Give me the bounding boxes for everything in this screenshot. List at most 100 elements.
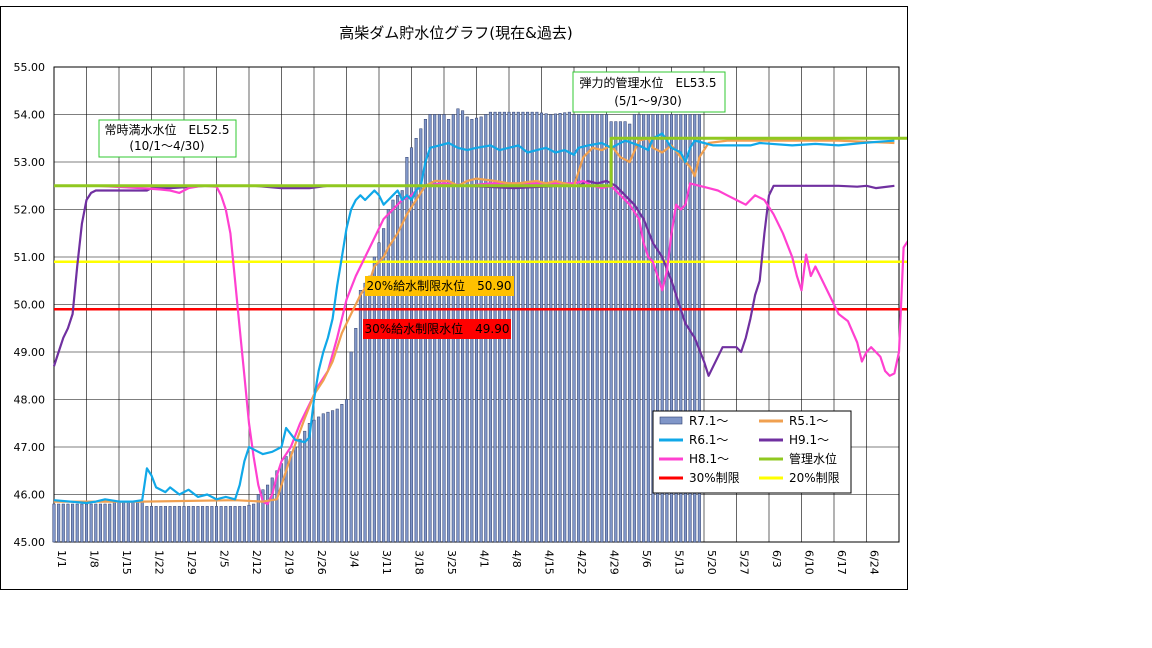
r7-bar bbox=[66, 503, 70, 543]
x-tick-label: 4/15 bbox=[543, 550, 556, 575]
r7-bar bbox=[94, 503, 98, 543]
r7-bar bbox=[618, 121, 622, 543]
r7-bar bbox=[191, 506, 195, 543]
r7-bar bbox=[266, 484, 270, 543]
r7-bar bbox=[61, 503, 65, 543]
r7-bar bbox=[80, 503, 84, 543]
r7-bar bbox=[377, 242, 381, 543]
r7-bar bbox=[163, 506, 167, 543]
r7-bar bbox=[252, 503, 256, 543]
legend-swatch-bar bbox=[659, 416, 683, 425]
note-flexible: 弾力的管理水位 EL53.5 (5/1～9/30) bbox=[572, 71, 726, 113]
r7-bar bbox=[312, 419, 316, 543]
r7-bar bbox=[303, 430, 307, 543]
r7-bar bbox=[591, 114, 595, 543]
r7-bar bbox=[321, 413, 325, 543]
r7-bar bbox=[187, 506, 191, 543]
x-tick-label: 6/3 bbox=[770, 550, 783, 568]
series-line-3 bbox=[52, 179, 895, 377]
r7-bar bbox=[656, 114, 660, 543]
r7-bar bbox=[368, 275, 372, 543]
x-tick-label: 3/11 bbox=[380, 550, 393, 575]
y-axis-labels: 45.00 46.00 47.00 48.00 49.00 50.00 51.00 52.00… bbox=[14, 61, 46, 549]
r7-bar bbox=[604, 114, 609, 543]
legend-label: H8.1～ bbox=[689, 452, 729, 466]
note-normal-full-line2: (10/1～4/30) bbox=[129, 139, 204, 153]
note-flexible-line1: 弾力的管理水位 EL53.5 bbox=[580, 75, 717, 90]
x-tick-label: 2/26 bbox=[315, 550, 328, 575]
series-line-5 bbox=[54, 136, 907, 188]
r7-bar bbox=[75, 503, 79, 543]
series-line-1 bbox=[54, 137, 895, 503]
x-tick-label: 6/24 bbox=[868, 550, 881, 575]
r7-bar bbox=[535, 111, 539, 543]
legend-label: R5.1～ bbox=[789, 414, 828, 428]
r7-bar bbox=[396, 195, 400, 543]
r7-bar bbox=[674, 114, 678, 543]
note-limit20-text: 20%給水制限水位 50.90 bbox=[366, 278, 511, 293]
r7-bar bbox=[563, 112, 567, 543]
x-tick-label: 4/8 bbox=[510, 550, 523, 568]
legend-label: 管理水位 bbox=[789, 451, 837, 466]
r7-bar bbox=[112, 501, 116, 543]
x-tick-label: 5/27 bbox=[738, 550, 751, 575]
x-tick-label: 6/17 bbox=[835, 550, 848, 575]
r7-bar bbox=[52, 503, 56, 543]
x-tick-label: 1/15 bbox=[120, 550, 133, 575]
r7-bar bbox=[544, 113, 548, 543]
r7-bar bbox=[182, 506, 186, 543]
r7-bar bbox=[149, 506, 154, 543]
r7-bar bbox=[344, 399, 349, 543]
r7-bar bbox=[224, 506, 228, 543]
r7-bar bbox=[228, 506, 232, 543]
r7-bar bbox=[331, 410, 335, 543]
r7-bar bbox=[539, 112, 544, 543]
r7-bar bbox=[382, 228, 386, 543]
y-tick-label: 48.00 bbox=[14, 394, 46, 407]
r7-bar bbox=[512, 111, 516, 543]
r7-bar bbox=[660, 114, 664, 543]
x-tick-label: 5/20 bbox=[705, 550, 718, 575]
r7-bar bbox=[553, 113, 557, 543]
x-tick-label: 2/12 bbox=[250, 550, 263, 575]
x-tick-label: 2/5 bbox=[218, 550, 231, 568]
r7-bar bbox=[572, 114, 576, 543]
r7-bar bbox=[400, 190, 404, 543]
r7-bar bbox=[177, 506, 181, 543]
r7-bar bbox=[98, 503, 102, 543]
r7-bar bbox=[57, 503, 61, 543]
r7-bar bbox=[159, 506, 163, 543]
r7-bar bbox=[558, 113, 562, 543]
r7-bar bbox=[577, 114, 581, 543]
x-tick-label: 1/1 bbox=[55, 550, 68, 568]
x-tick-label: 2/19 bbox=[283, 550, 296, 575]
x-axis-labels: 1/1 1/8 1/15 1/22 1/29 2/5 2/12 2/19 2/26 3/4 3/11… bbox=[55, 550, 881, 575]
x-tick-label: 1/22 bbox=[153, 550, 166, 575]
x-tick-label: 6/10 bbox=[803, 550, 816, 575]
r7-bar bbox=[414, 138, 418, 543]
r7-bar bbox=[600, 114, 604, 543]
x-tick-label: 1/8 bbox=[88, 550, 101, 568]
r7-bar bbox=[628, 123, 632, 543]
r7-bar bbox=[238, 506, 242, 543]
r7-bar bbox=[595, 114, 599, 543]
r7-bar bbox=[372, 256, 376, 543]
r7-bar bbox=[391, 199, 395, 543]
y-tick-label: 46.00 bbox=[14, 489, 46, 502]
r7-bar bbox=[145, 506, 149, 543]
r7-bar bbox=[317, 416, 321, 543]
r7-bar bbox=[581, 114, 585, 543]
r7-bar bbox=[196, 506, 200, 543]
r7-bar bbox=[669, 114, 674, 543]
y-tick-label: 45.00 bbox=[14, 536, 46, 549]
legend-label: 30%制限 bbox=[689, 471, 740, 485]
r7-bar bbox=[168, 506, 172, 543]
r7-bar bbox=[289, 451, 293, 543]
x-tick-label: 3/18 bbox=[413, 550, 426, 575]
r7-bar bbox=[256, 494, 260, 543]
r7-bar bbox=[683, 114, 687, 543]
legend-label: 20%制限 bbox=[789, 471, 840, 485]
r7-bar bbox=[646, 114, 650, 543]
r7-bar bbox=[117, 501, 121, 543]
r7-bars bbox=[52, 108, 701, 543]
